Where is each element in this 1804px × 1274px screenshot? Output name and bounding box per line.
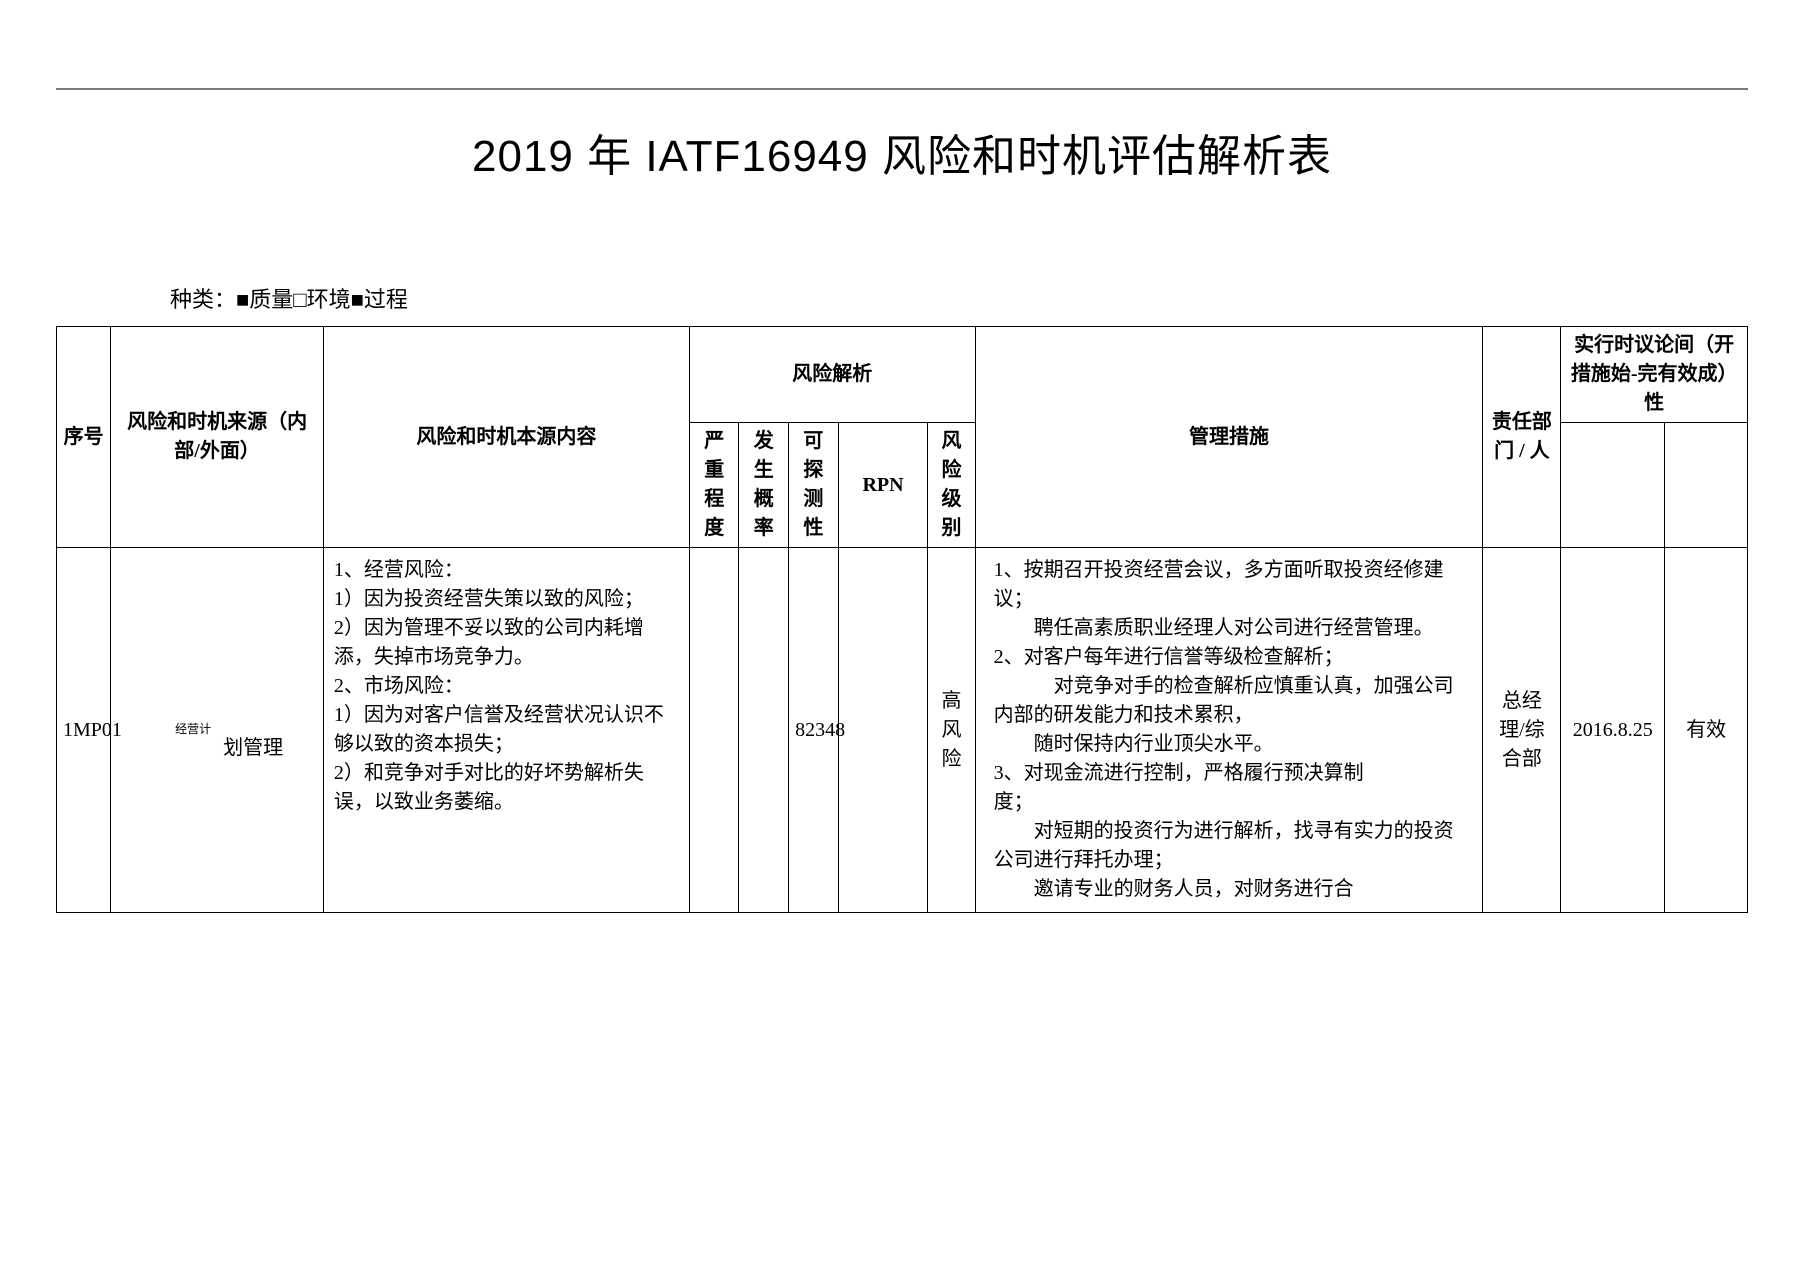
cell-content: 1、经营风险： 1）因为投资经营失策以致的风险； 2）因为管理不妥以致的公司内耗… xyxy=(323,548,689,913)
cell-effectiveness: 有效 xyxy=(1665,548,1748,913)
cell-source-main: 划管理 xyxy=(217,548,323,913)
th-content: 风险和时机本源内容 xyxy=(323,327,689,548)
horizontal-rule xyxy=(56,88,1748,90)
risk-table-container: 序号 风险和时机来源（内部/外面） 风险和时机本源内容 风险解析 管理措施 责任… xyxy=(56,326,1748,913)
content-text: 1、经营风险： 1）因为投资经营失策以致的风险； 2）因为管理不妥以致的公司内耗… xyxy=(334,556,679,817)
th-detection: 可探测性 xyxy=(789,423,839,548)
cell-rpn-combined: 82348 xyxy=(789,548,839,913)
risk-table: 序号 风险和时机来源（内部/外面） 风险和时机本源内容 风险解析 管理措施 责任… xyxy=(56,326,1748,913)
th-time-blank2 xyxy=(1665,423,1748,548)
source-main: 划管理 xyxy=(223,737,283,759)
occ-val: 2 xyxy=(805,719,815,741)
table-row: 1MP01 经营计 划管理 1、经营风险： 1）因为投资经营失策以致的风险； 2… xyxy=(57,548,1748,913)
cell-seq: 1MP01 xyxy=(57,548,111,913)
th-occurrence: 发生概率 xyxy=(739,423,789,548)
cell-dept: 总经理/综合部 xyxy=(1483,548,1561,913)
cell-occurrence xyxy=(739,548,789,913)
cell-source-sup: 经营计 xyxy=(111,548,217,913)
cell-measures: 1、按期召开投资经营会议，多方面听取投资经修建议； 聘任高素质职业经理人对公司进… xyxy=(975,548,1483,913)
sev-val: 8 xyxy=(795,719,805,741)
document-title: 2019 年 IATF16949 风险和时机评估解析表 xyxy=(0,120,1804,184)
th-rpn: RPN xyxy=(838,423,928,548)
cell-detection-blank xyxy=(838,548,928,913)
category-line: 种类：■质量□环境■过程 xyxy=(170,282,408,314)
th-time-blank1 xyxy=(1561,423,1665,548)
th-analysis: 风险解析 xyxy=(689,327,975,423)
th-source: 风险和时机来源（内部/外面） xyxy=(111,327,324,548)
cell-risk-level: 高风险 xyxy=(928,548,975,913)
th-dept: 责任部门 / 人 xyxy=(1483,327,1561,548)
det-val: 3 xyxy=(815,719,825,741)
rpn-val: 48 xyxy=(825,719,845,741)
th-seq: 序号 xyxy=(57,327,111,548)
cell-time: 2016.8.25 xyxy=(1561,548,1665,913)
cell-severity xyxy=(689,548,739,913)
source-sup: 经营计 xyxy=(175,722,211,736)
th-measures: 管理措施 xyxy=(975,327,1483,548)
th-severity: 严重程度 xyxy=(689,423,739,548)
th-time-eff: 实行时议论间（开措施始-完有效成）性 xyxy=(1561,327,1748,423)
measures-text: 1、按期召开投资经营会议，多方面听取投资经修建议； 聘任高素质职业经理人对公司进… xyxy=(994,556,1465,904)
th-risk-level: 风险级别 xyxy=(928,423,975,548)
seq-text: 1MP01 xyxy=(63,719,122,741)
